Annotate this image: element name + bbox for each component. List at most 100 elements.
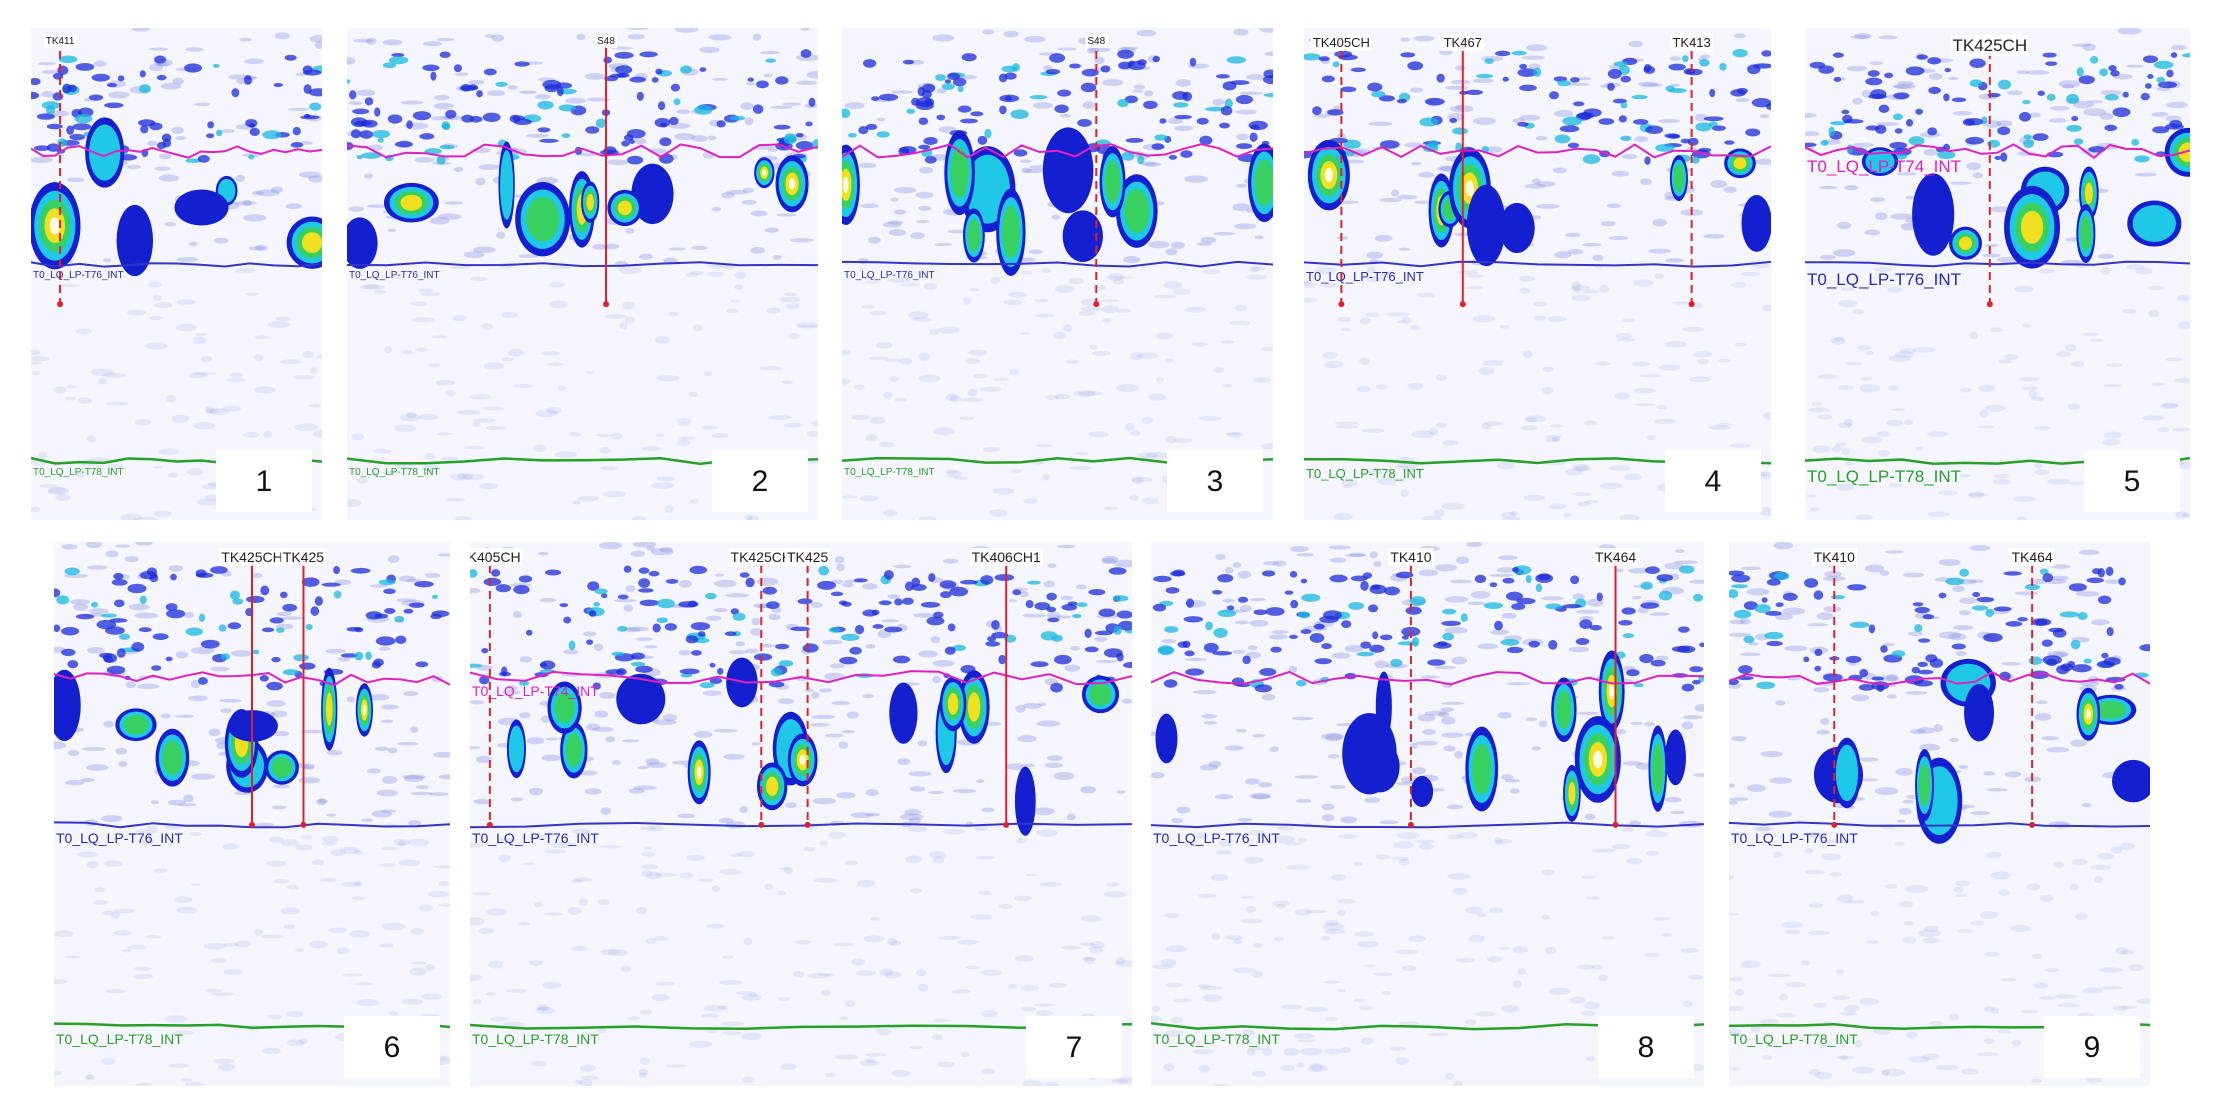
reflection (170, 573, 177, 581)
texture (176, 906, 198, 914)
texture (254, 822, 275, 827)
reflection (218, 624, 227, 632)
texture (355, 982, 374, 986)
reflection (1645, 125, 1664, 134)
texture (923, 282, 938, 290)
amplitude-anomaly (1324, 168, 1334, 183)
texture (891, 1069, 911, 1077)
reflection (432, 594, 439, 599)
texture (497, 743, 510, 748)
well-label-bg (1950, 35, 2030, 56)
reflection (1452, 127, 1468, 135)
texture (1665, 258, 1685, 263)
amplitude-anomaly (116, 204, 154, 277)
texture (152, 465, 163, 469)
texture (287, 1039, 305, 1047)
texture (222, 843, 239, 851)
texture (415, 347, 428, 352)
texture (1083, 956, 1095, 964)
texture (744, 514, 753, 520)
texture (959, 397, 984, 402)
reflection (1152, 55, 1160, 63)
reflection (1656, 574, 1674, 582)
texture (1886, 419, 1904, 427)
texture (384, 345, 393, 354)
texture (446, 497, 466, 502)
texture (2118, 1005, 2137, 1010)
texture (1501, 773, 1514, 781)
amplitude-anomaly (89, 124, 121, 181)
reflection (839, 656, 858, 665)
texture (1710, 180, 1728, 188)
reflection (800, 49, 812, 58)
horizon-label: T0_LQ_LP-T76_INT (33, 270, 124, 281)
reflection (558, 104, 577, 112)
texture (1341, 327, 1350, 332)
texture (756, 577, 779, 586)
texture (1861, 436, 1883, 444)
texture (1196, 242, 1212, 246)
reflection (1938, 592, 1947, 599)
texture (1023, 168, 1047, 173)
texture (2120, 842, 2135, 851)
texture (797, 324, 818, 329)
texture (1900, 222, 1916, 231)
reflection (64, 567, 80, 576)
texture (1547, 316, 1567, 322)
texture (1879, 570, 1890, 576)
texture (1591, 964, 1604, 970)
reflection (1025, 599, 1034, 609)
texture (2134, 172, 2158, 177)
texture (1554, 110, 1574, 118)
texture (1646, 434, 1656, 440)
texture (1652, 917, 1670, 921)
texture (1952, 111, 1972, 116)
texture (1762, 412, 1771, 420)
texture (196, 498, 219, 506)
reflection (1876, 682, 1885, 692)
reflection (639, 599, 660, 607)
texture (591, 726, 615, 732)
reflection (1809, 61, 1826, 69)
texture (778, 997, 790, 1001)
amplitude-anomaly (1556, 690, 1572, 730)
texture (1581, 875, 1596, 879)
texture (1073, 389, 1096, 397)
texture (94, 887, 105, 893)
reflection (1304, 53, 1321, 61)
amplitude-anomaly (1124, 188, 1150, 234)
texture (308, 175, 322, 183)
reflection (248, 123, 256, 128)
texture (193, 372, 217, 376)
texture (627, 34, 645, 40)
texture (1146, 451, 1169, 459)
reflection (862, 59, 877, 68)
texture (472, 999, 482, 1005)
texture (1057, 544, 1076, 549)
texture (1917, 727, 1936, 734)
texture (829, 663, 845, 669)
texture (450, 473, 474, 481)
texture (1455, 958, 1476, 963)
texture (706, 923, 725, 929)
texture (1681, 721, 1694, 730)
texture (781, 380, 793, 385)
texture (286, 885, 300, 890)
texture (135, 829, 158, 834)
texture (813, 877, 838, 883)
texture (348, 206, 364, 212)
reflection (1894, 128, 1903, 134)
texture (1441, 732, 1464, 738)
texture (2090, 619, 2110, 626)
horizon-t74 (1151, 670, 1704, 686)
texture (928, 329, 940, 335)
texture (1816, 612, 1835, 621)
texture (1337, 316, 1352, 322)
reflection (808, 97, 816, 107)
texture (1775, 1013, 1797, 1018)
reflection (1186, 598, 1195, 608)
texture (1967, 493, 1990, 497)
texture (1375, 854, 1391, 860)
texture (1545, 435, 1562, 439)
texture (1664, 340, 1688, 348)
